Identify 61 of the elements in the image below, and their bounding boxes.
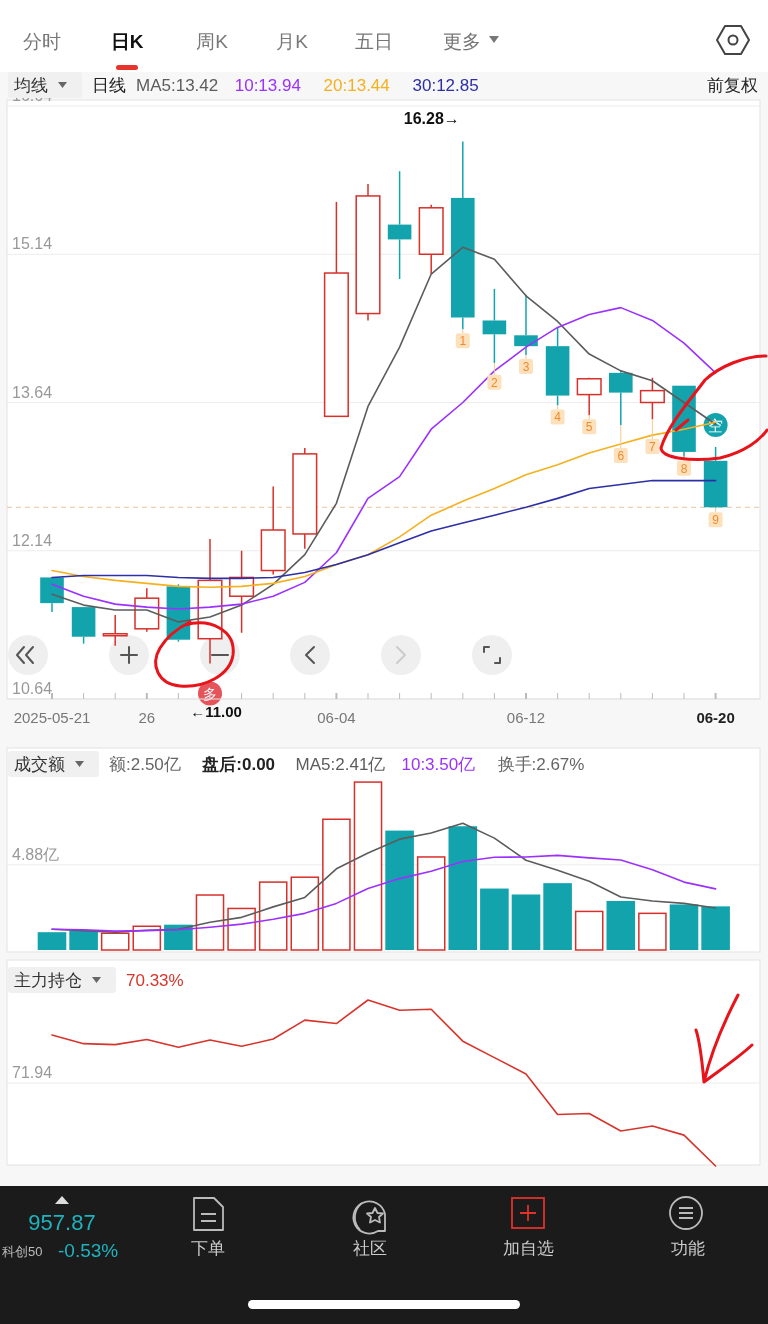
- annotation: 6: [617, 449, 625, 464]
- text: 加自选: [502, 1239, 554, 1258]
- text: 分时: [23, 31, 61, 52]
- legend-title: 成交额: [14, 755, 65, 774]
- text: -0.53%: [58, 1240, 119, 1261]
- x-tick-label: 06-04: [317, 709, 356, 726]
- text: 20:13.44: [323, 76, 390, 95]
- text: 功能: [671, 1239, 705, 1258]
- y-tick-label: 12.14: [12, 531, 53, 549]
- annotation: 5: [585, 420, 593, 435]
- bar: [669, 904, 699, 950]
- text: 30:12.85: [412, 76, 479, 95]
- annotation: 换手:2.67%: [497, 755, 585, 774]
- text: 科创50: [2, 1244, 43, 1259]
- text: 日K: [110, 31, 144, 52]
- text: 957.87: [28, 1210, 96, 1235]
- annotation: 多: [203, 686, 217, 703]
- text: 10:3.50亿: [401, 755, 476, 774]
- bar: [480, 888, 509, 950]
- text: 70.33%: [126, 971, 184, 990]
- x-tick-label: 06-20: [696, 709, 735, 726]
- x-tick-label: 06-12: [506, 709, 546, 726]
- bar: [448, 826, 478, 950]
- annotation: 4: [554, 410, 562, 425]
- x-tick-label: 2025-05-21: [13, 709, 91, 726]
- bar: [385, 830, 414, 950]
- text: ←11.00: [190, 703, 242, 721]
- y-tick-label: 4.88亿: [12, 845, 60, 863]
- text: 周K: [196, 31, 229, 52]
- bar: [543, 883, 572, 950]
- text: 更多: [443, 31, 481, 52]
- annotation: 3: [522, 360, 530, 375]
- annotation: 额:2.50亿: [109, 755, 181, 774]
- annotation: 1: [459, 334, 467, 349]
- text: MA5:2.41亿: [295, 755, 386, 774]
- bar: [69, 930, 98, 950]
- text: 下单: [191, 1239, 225, 1258]
- text: 月K: [276, 31, 309, 52]
- annotation: 盘后:0.00: [201, 755, 276, 774]
- bar: [701, 906, 730, 950]
- annotation: 9: [712, 513, 720, 528]
- legend-title: 主力持仓: [14, 971, 82, 990]
- bar: [37, 932, 67, 950]
- text: MA5:13.42: [136, 76, 219, 95]
- y-tick-label: 10.64: [12, 680, 53, 697]
- bar: [606, 900, 636, 950]
- x-tick-label: 26: [138, 709, 156, 726]
- annotation: 71.94: [12, 1064, 53, 1081]
- text: 10:13.94: [234, 76, 301, 95]
- text: 社区: [353, 1239, 387, 1258]
- legend-title: 均线: [13, 76, 48, 95]
- annotation: 7: [649, 440, 657, 455]
- text: 前复权: [707, 76, 758, 95]
- bar: [511, 894, 541, 950]
- annotation: 16.28→: [403, 109, 460, 127]
- text: 五日: [355, 31, 393, 52]
- y-tick-label: 13.64: [12, 383, 53, 401]
- annotation: 2: [491, 375, 499, 390]
- annotation: 8: [680, 461, 688, 476]
- y-tick-label: 15.14: [12, 235, 53, 253]
- text: 日线: [92, 76, 126, 95]
